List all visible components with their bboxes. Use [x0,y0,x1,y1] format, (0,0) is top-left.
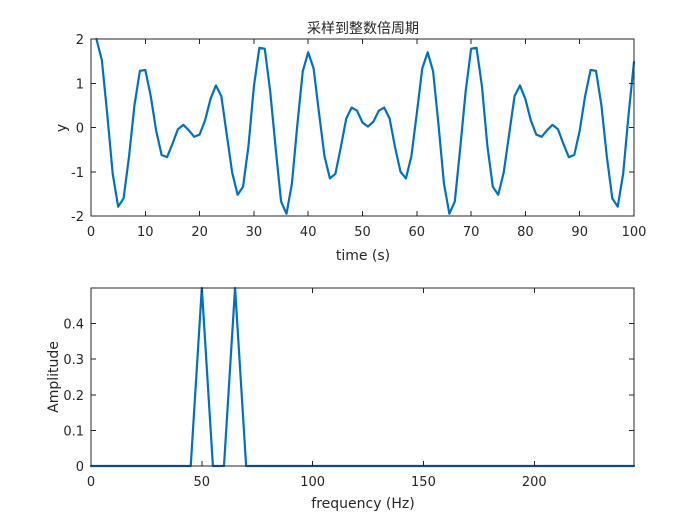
y-tick-label: 0 [76,460,84,475]
frequency-domain-axes: 0 50 100 150 200 0 0.1 0.2 0.3 0.4 frequency (Hz)… [46,286,636,512]
x-tick-label: 90 [571,225,588,240]
x-tick-label: 50 [354,225,371,240]
y-axis-label: Amplitude [46,341,62,413]
y-tick-label: 0.2 [63,389,84,404]
x-tick-label: 200 [522,475,547,490]
series-line [89,286,636,468]
x-tick-label: 150 [411,475,436,490]
plot-frame [90,38,635,217]
y-tick-label: -1 [71,166,84,181]
time-axis-ticks: 0 10 20 30 40 50 60 70 80 90 100 -2 -1 0 1 2 [71,33,646,240]
frequency-axis-ticks: 0 50 100 150 200 0 0.1 0.2 0.3 0.4 [63,287,635,490]
chart-title: 采样到整数倍周期 [307,21,419,37]
x-tick-label: 0 [87,475,95,490]
x-axis-label: time (s) [336,248,390,264]
time-series-marks [95,37,636,215]
y-axis-label: y [54,124,70,132]
y-tick-label: 2 [76,33,84,48]
x-tick-label: 30 [246,225,263,240]
x-tick-label: 70 [463,225,480,240]
x-tick-label: 0 [87,225,95,240]
series-line [95,37,636,215]
x-tick-label: 60 [409,225,426,240]
y-tick-label: -2 [71,210,84,225]
y-tick-label: 1 [76,77,84,92]
time-domain-axes: 采样到整数倍周期 0 10 20 30 40 50 60 70 80 90 100 -2 -1 0 1 2 t… [54,21,646,264]
x-tick-label: 40 [300,225,317,240]
x-tick-label: 50 [194,475,211,490]
y-tick-label: 0 [76,122,84,137]
x-tick-label: 80 [517,225,534,240]
x-tick-label: 20 [191,225,208,240]
x-tick-label: 100 [300,475,325,490]
y-tick-label: 0.3 [63,353,84,368]
x-tick-label: 10 [137,225,154,240]
plot-frame [90,287,635,467]
x-tick-label: 100 [622,225,647,240]
y-tick-label: 0.4 [63,318,84,333]
y-tick-label: 0.1 [63,424,84,439]
x-axis-label: frequency (Hz) [311,496,414,512]
spectrum-series-marks [89,286,636,468]
